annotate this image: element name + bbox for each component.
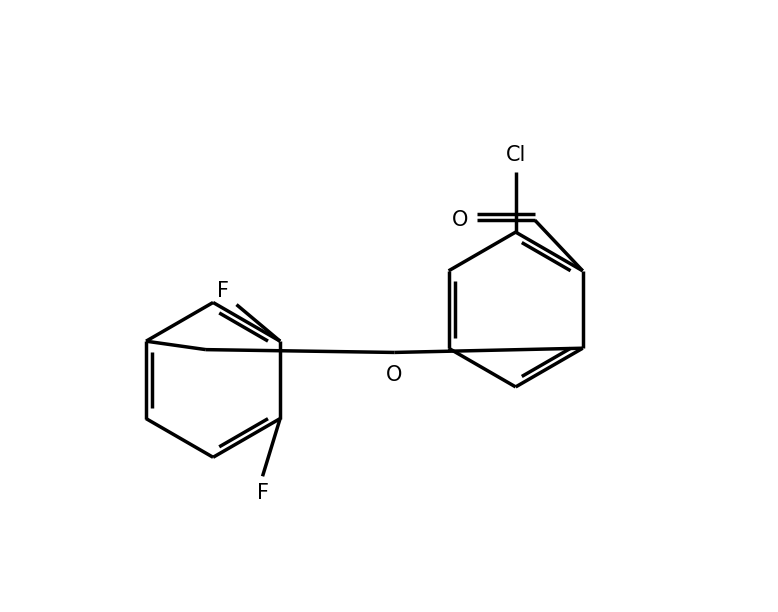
Text: F: F: [257, 483, 268, 503]
Text: O: O: [386, 365, 402, 385]
Text: F: F: [218, 281, 230, 301]
Text: O: O: [452, 210, 468, 230]
Text: Cl: Cl: [506, 145, 526, 165]
